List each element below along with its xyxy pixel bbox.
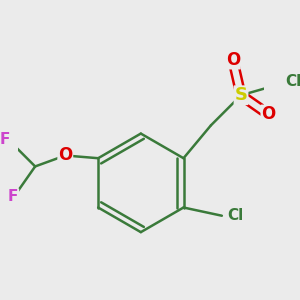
Text: F: F [8,189,18,204]
Text: F: F [0,131,10,146]
Text: O: O [58,146,72,164]
Text: O: O [261,105,275,123]
Text: S: S [235,86,248,104]
Text: Cl: Cl [227,208,244,223]
Text: O: O [226,51,240,69]
Text: Cl: Cl [285,74,300,89]
